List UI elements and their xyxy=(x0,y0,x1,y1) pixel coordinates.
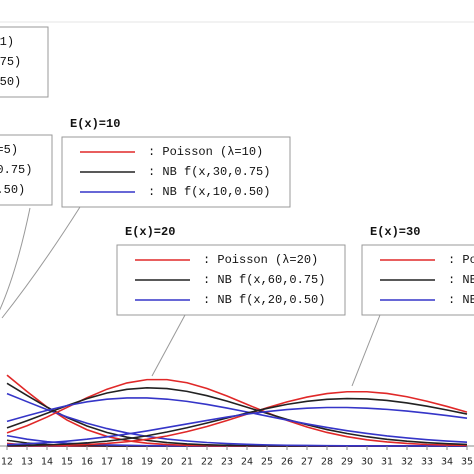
x-ticks: 12 13 14 15 16 17 18 19 20 21 22 23 24 25 26 27 28 29 30 31… xyxy=(1,446,473,468)
legend-label: : Poisson (λ=20) xyxy=(203,253,318,267)
x-tick-label: 21 xyxy=(181,457,193,468)
legend-label: : Poisson (λ=30) xyxy=(448,253,474,267)
x-tick-label: 35 xyxy=(461,457,473,468)
callout-line xyxy=(0,207,31,311)
legend-group-title: E(x)=20 xyxy=(125,225,175,239)
legend-label: : NB f(x,60,0.75) xyxy=(203,273,325,287)
legend-label: : NB f(x,5,0.50) xyxy=(0,183,25,197)
x-tick-label: 24 xyxy=(241,457,253,468)
x-tick-label: 30 xyxy=(361,457,373,468)
series-line xyxy=(6,392,467,447)
x-tick-label: 17 xyxy=(101,457,113,468)
legend-label: : NB f(x,1,0.50) xyxy=(0,75,21,89)
legend-box xyxy=(0,26,49,98)
x-tick-label: 28 xyxy=(321,457,333,468)
callout-line xyxy=(351,314,381,387)
x-tick-label: 25 xyxy=(261,457,273,468)
x-tick-label: 23 xyxy=(221,457,233,468)
callout-line xyxy=(151,314,186,377)
legend-label: : NB f(x,30,0.50) xyxy=(448,293,474,307)
x-tick-label: 14 xyxy=(41,457,53,468)
x-tick-label: 19 xyxy=(141,457,153,468)
x-tick-label: 22 xyxy=(201,457,213,468)
legend-label: : NB f(x,30,0.75) xyxy=(148,165,270,179)
callout-line xyxy=(1,206,81,319)
legend-label: : Poisson (λ=10) xyxy=(148,145,263,159)
legend-label: : NB f(x,15,0.75) xyxy=(0,163,32,177)
legend-label: : Poisson (λ=1) xyxy=(0,35,14,49)
x-tick-label: 27 xyxy=(301,457,313,468)
legend-label: : NB f(x,3,0.75) xyxy=(0,55,21,69)
series-line xyxy=(6,390,468,447)
legend-box xyxy=(0,134,53,206)
x-tick-label: 18 xyxy=(121,457,133,468)
series-line xyxy=(6,397,468,443)
series-line xyxy=(6,406,468,446)
legend-group-title: E(x)=10 xyxy=(70,117,120,131)
legend-label: : NB f(x,20,0.50) xyxy=(203,293,325,307)
legends: E(x)=1: Poisson (λ=1): NB f(x,3,0.75): N… xyxy=(0,26,474,316)
x-tick-label: 13 xyxy=(21,457,33,468)
legend-label: : Poisson (λ=5) xyxy=(0,143,18,157)
x-tick-label: 32 xyxy=(401,457,413,468)
series-line xyxy=(6,387,468,446)
x-tick-label: 12 xyxy=(1,457,13,468)
x-tick-label: 16 xyxy=(81,457,93,468)
x-tick-label: 31 xyxy=(381,457,393,468)
curves xyxy=(6,374,468,447)
legend-label: : NB f(x,90,0.75) xyxy=(448,273,474,287)
x-tick-label: 33 xyxy=(421,457,433,468)
legend-label: : NB f(x,10,0.50) xyxy=(148,185,270,199)
x-tick-label: 34 xyxy=(441,457,453,468)
x-tick-label: 15 xyxy=(61,457,73,468)
x-tick-label: 29 xyxy=(341,457,353,468)
x-tick-label: 26 xyxy=(281,457,293,468)
callouts xyxy=(0,206,381,387)
legend-group-title: E(x)=30 xyxy=(370,225,420,239)
x-tick-label: 20 xyxy=(161,457,173,468)
